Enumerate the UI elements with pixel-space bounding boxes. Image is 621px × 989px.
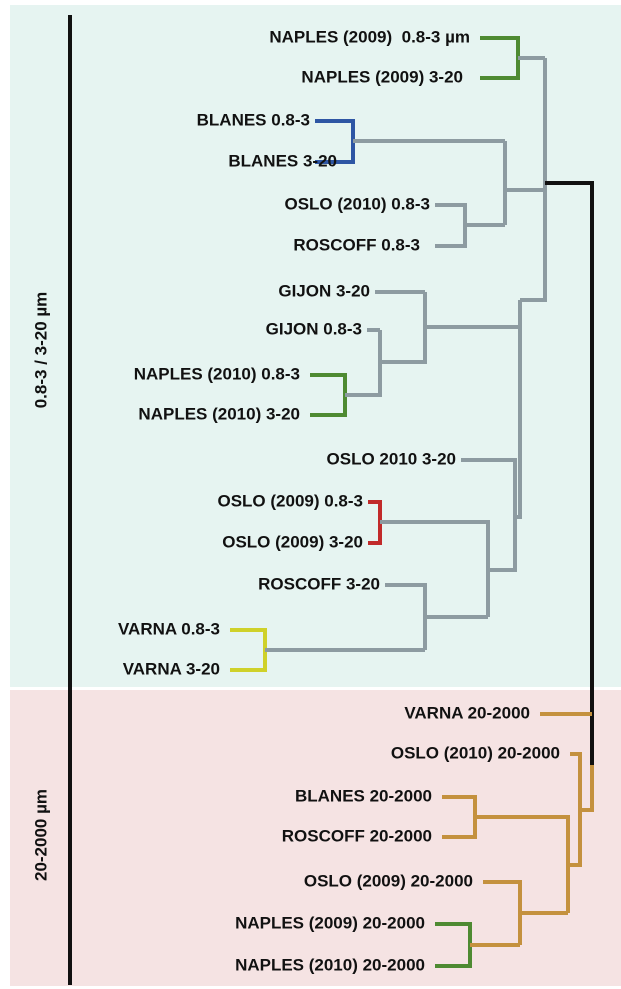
branches bbox=[230, 36, 594, 968]
leaf-label: OSLO (2010) 20-2000 bbox=[391, 743, 560, 762]
leaf-label: OSLO (2009) 3-20 bbox=[222, 532, 363, 551]
leaf-label: NAPLES (2009) 3-20 bbox=[301, 67, 463, 86]
leaf-label: OSLO 2010 3-20 bbox=[327, 449, 456, 468]
leaf-label: GIJON 3-20 bbox=[278, 281, 370, 300]
group-label: 20-2000 µm bbox=[31, 789, 50, 881]
leaf-label: ROSCOFF 3-20 bbox=[258, 574, 380, 593]
leaf-label: BLANES 3-20 bbox=[228, 151, 337, 170]
leaf-label: VARNA 20-2000 bbox=[404, 703, 530, 722]
leaf-label: NAPLES (2010) 0.8-3 bbox=[134, 364, 300, 383]
leaf-label: OSLO (2009) 20-2000 bbox=[304, 871, 473, 890]
leaf-label: NAPLES (2010) 3-20 bbox=[138, 404, 300, 423]
leaf-label: OSLO (2009) 0.8-3 bbox=[217, 491, 363, 510]
leaf-label: ROSCOFF 0.8-3 bbox=[293, 235, 420, 254]
leaf-label: ROSCOFF 20-2000 bbox=[282, 826, 432, 845]
leaf-label: OSLO (2010) 0.8-3 bbox=[284, 194, 430, 213]
leaf-label: NAPLES (2010) 20-2000 bbox=[235, 955, 425, 974]
leaf-label: BLANES 20-2000 bbox=[295, 786, 432, 805]
group-label: 0.8-3 / 3-20 µm bbox=[31, 292, 50, 409]
leaf-label: NAPLES (2009) 0.8-3 µm bbox=[269, 27, 470, 46]
leaf-label: VARNA 0.8-3 bbox=[118, 619, 220, 638]
leaf-label: NAPLES (2009) 20-2000 bbox=[235, 913, 425, 932]
leaf-label: VARNA 3-20 bbox=[123, 659, 220, 678]
leaf-label: GIJON 0.8-3 bbox=[266, 319, 362, 338]
leaf-label: BLANES 0.8-3 bbox=[197, 110, 310, 129]
